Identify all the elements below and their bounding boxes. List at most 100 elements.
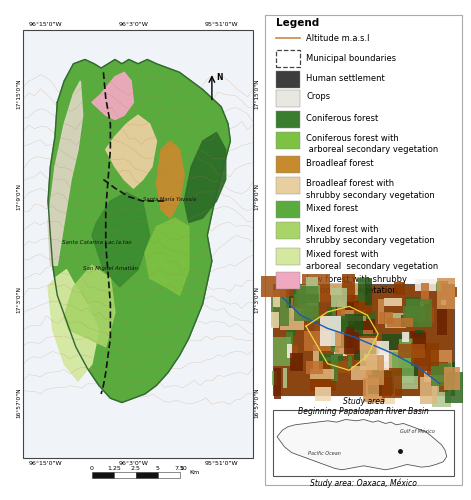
Bar — [276, 132, 300, 149]
Text: Km: Km — [190, 470, 200, 476]
Text: Municipal boundaries: Municipal boundaries — [306, 54, 397, 64]
Bar — [436, 282, 441, 291]
Polygon shape — [145, 218, 189, 296]
Bar — [274, 368, 281, 399]
Bar — [439, 368, 448, 392]
Bar — [332, 301, 359, 314]
Bar — [276, 222, 300, 239]
Bar — [447, 286, 456, 297]
Bar — [382, 334, 406, 358]
Bar — [276, 288, 286, 308]
Text: Mixed forest: Mixed forest — [306, 204, 358, 213]
Text: Low forest with shrubby
secondary vegetation: Low forest with shrubby secondary vegeta… — [306, 275, 407, 295]
Text: 96°3'0"W: 96°3'0"W — [119, 22, 148, 27]
Bar — [354, 334, 380, 359]
Bar — [276, 201, 300, 218]
Polygon shape — [48, 81, 83, 266]
Bar — [366, 376, 395, 404]
Bar — [293, 282, 298, 306]
Bar — [334, 332, 345, 354]
Text: 96°3'0"W: 96°3'0"W — [119, 460, 148, 466]
Bar — [331, 288, 347, 306]
Bar — [437, 306, 447, 335]
Text: 17°3'0"N: 17°3'0"N — [255, 286, 260, 313]
Bar — [341, 310, 365, 321]
Polygon shape — [92, 72, 133, 120]
Bar — [348, 356, 352, 366]
Bar — [316, 331, 335, 345]
Polygon shape — [156, 141, 184, 218]
Bar — [286, 328, 296, 336]
Bar — [306, 362, 323, 374]
Bar — [394, 376, 418, 389]
Text: 1.25: 1.25 — [107, 466, 121, 470]
Bar — [382, 368, 402, 398]
Bar — [325, 316, 349, 347]
Text: N: N — [216, 73, 222, 82]
Bar — [315, 387, 331, 401]
Bar — [403, 306, 426, 322]
Bar — [393, 374, 413, 383]
Bar — [365, 278, 372, 304]
Bar — [337, 314, 363, 336]
Bar — [273, 290, 280, 307]
Bar — [406, 298, 432, 328]
Bar — [404, 333, 411, 349]
Bar — [273, 337, 291, 366]
Bar — [92, 472, 114, 478]
Bar — [325, 322, 335, 340]
Polygon shape — [48, 270, 99, 381]
Text: Mixed forest with
arboreal  secondary vegetation: Mixed forest with arboreal secondary veg… — [306, 250, 439, 270]
Bar — [344, 282, 352, 308]
Bar — [326, 356, 332, 374]
Bar — [304, 330, 331, 351]
Bar — [440, 300, 446, 308]
Bar — [387, 318, 414, 327]
Bar — [290, 352, 303, 370]
Bar — [420, 378, 437, 404]
Bar — [310, 370, 334, 379]
Bar — [315, 324, 337, 344]
Polygon shape — [64, 266, 115, 347]
Bar — [294, 294, 319, 322]
Bar — [283, 368, 287, 388]
Bar — [346, 327, 354, 338]
Bar — [398, 344, 425, 358]
Bar — [341, 274, 356, 301]
Bar — [350, 366, 376, 380]
Bar — [330, 282, 358, 295]
Bar — [432, 376, 451, 407]
Bar — [431, 362, 455, 380]
Bar — [316, 354, 343, 372]
Bar — [276, 111, 300, 128]
Text: 96°15'0"W: 96°15'0"W — [29, 22, 63, 27]
Text: 17°9'0"N: 17°9'0"N — [16, 183, 21, 210]
Bar — [437, 278, 455, 308]
Bar — [291, 298, 318, 316]
Text: 95°51'0"W: 95°51'0"W — [204, 460, 238, 466]
Bar — [337, 315, 344, 324]
Bar — [276, 176, 300, 194]
Bar — [427, 362, 448, 375]
Bar — [355, 302, 373, 316]
Bar — [424, 371, 447, 382]
Bar — [306, 277, 317, 306]
Bar — [332, 354, 338, 381]
Bar — [331, 334, 339, 352]
Bar — [410, 330, 425, 338]
Bar — [23, 30, 253, 458]
Text: Broadleaf forest with
shrubby secondary vegetation: Broadleaf forest with shrubby secondary … — [306, 180, 435, 200]
Bar — [358, 278, 366, 301]
Bar — [301, 305, 313, 320]
Bar — [337, 360, 349, 373]
Bar — [274, 284, 454, 395]
Bar — [378, 299, 384, 324]
Bar — [286, 344, 292, 358]
Bar — [276, 50, 300, 68]
Bar — [295, 286, 320, 302]
Bar — [397, 364, 418, 384]
Bar — [368, 375, 394, 394]
Text: Human settlement: Human settlement — [306, 74, 385, 82]
Polygon shape — [184, 132, 226, 222]
Text: 96°15'0"W: 96°15'0"W — [29, 460, 63, 466]
